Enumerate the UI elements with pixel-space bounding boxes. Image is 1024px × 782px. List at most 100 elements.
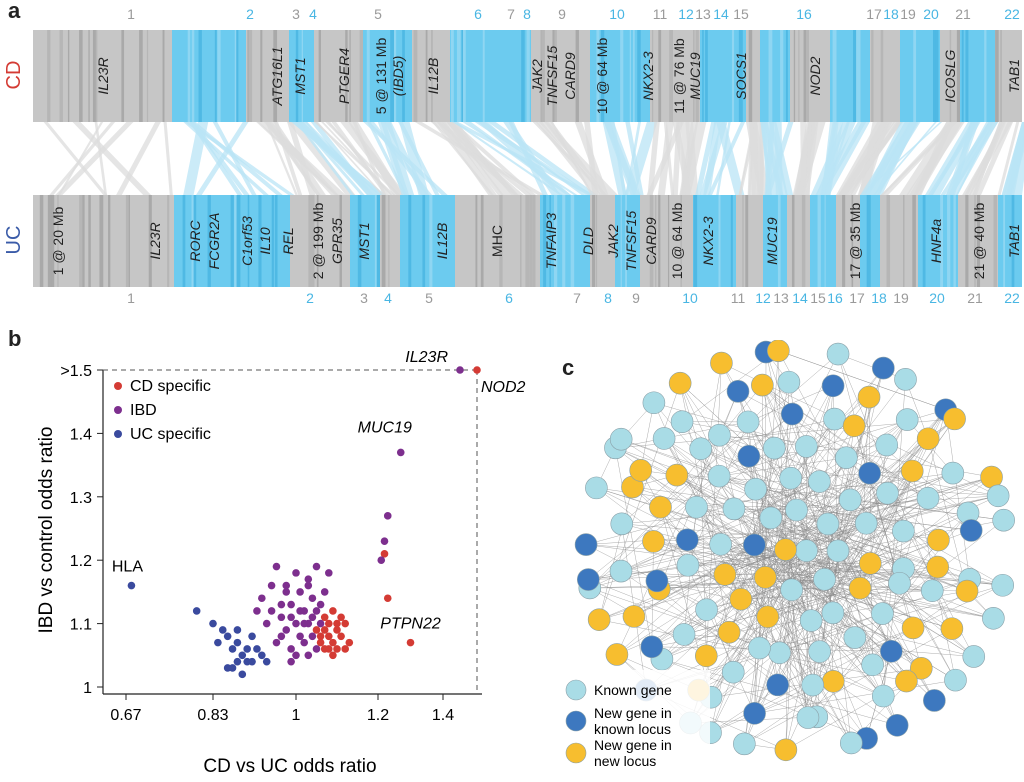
network-edge — [771, 521, 839, 552]
locus-stripe — [553, 30, 557, 122]
scatter-points — [127, 366, 481, 679]
scatter-point — [292, 651, 300, 660]
scatter-point — [304, 581, 313, 590]
scatter-point — [218, 626, 227, 634]
locus-stripe — [408, 195, 411, 287]
locus-link — [352, 122, 387, 195]
locus-link — [399, 122, 429, 195]
network-edge — [767, 539, 939, 618]
chromosome-number: 15 — [810, 290, 826, 306]
gene-node — [901, 616, 925, 640]
gene-node — [652, 427, 676, 450]
network-edge — [754, 470, 913, 714]
locus-stripe — [1003, 195, 1006, 287]
locus-stripe — [731, 30, 735, 122]
network-edge — [720, 516, 805, 545]
gene-label: JAK2 — [529, 59, 545, 94]
gene-node — [821, 669, 845, 693]
network-edge — [912, 585, 1003, 629]
gene-label: 1 @ 20 Mb — [50, 206, 66, 275]
gene-node — [736, 410, 760, 434]
gene-node — [940, 617, 964, 640]
gene-node — [900, 459, 924, 483]
gene-label: 10 @ 64 Mb — [669, 203, 685, 280]
gene-node — [587, 608, 611, 631]
gene-node — [909, 656, 933, 680]
locus-stripe — [976, 195, 981, 287]
gene-node — [713, 563, 737, 586]
scatter-point — [304, 575, 313, 584]
locus-stripe — [693, 30, 695, 122]
locus-stripe — [214, 30, 217, 122]
gene-node — [843, 626, 867, 649]
gene-node — [609, 427, 633, 451]
locus-link — [414, 122, 545, 195]
scatter-point — [383, 512, 392, 520]
locus-stripe — [339, 195, 342, 287]
legend-swatch — [565, 742, 587, 764]
locus-stripe — [57, 195, 59, 287]
scatter-point — [296, 607, 304, 615]
locus-stripe — [780, 30, 784, 122]
gene-label: PTGER4 — [336, 48, 352, 104]
gene-node — [857, 385, 881, 409]
scatter-point — [296, 632, 304, 641]
scatter-point — [377, 556, 386, 564]
gene-node — [767, 340, 790, 363]
locus-stripe — [922, 195, 926, 287]
locus-stripe — [390, 30, 394, 122]
locus-stripe — [777, 195, 781, 287]
gene-node — [743, 702, 766, 725]
locus-stripe — [596, 30, 600, 122]
scatter-point — [272, 638, 281, 647]
locus-stripe — [88, 30, 90, 122]
gene-label: TAB1 — [1006, 224, 1022, 258]
gene-label: TNFAIP3 — [543, 213, 559, 270]
locus-stripe — [167, 195, 170, 287]
network-edge — [596, 487, 904, 532]
network-edge — [776, 508, 861, 589]
gene-node — [799, 609, 823, 632]
gene-node — [726, 380, 750, 403]
uc-row-label: UC — [3, 226, 25, 255]
scatter-point — [253, 645, 261, 653]
locus-link — [292, 122, 384, 195]
locus-stripe — [99, 195, 104, 287]
locus-stripe — [880, 30, 884, 122]
y-tick-label: >1.5 — [60, 363, 92, 380]
scatter-point — [228, 664, 237, 672]
network-edge — [676, 474, 771, 519]
scatter-point — [337, 632, 345, 641]
locus-stripe — [431, 30, 433, 122]
locus-stripe — [236, 195, 241, 287]
locus-stripe — [913, 30, 917, 122]
gene-label: ICOSLG — [942, 49, 958, 102]
chromosome-segment — [998, 195, 1022, 287]
network-edge — [700, 448, 851, 501]
legend-label: New gene in — [594, 737, 672, 753]
gene-node — [756, 605, 780, 629]
locus-stripe — [965, 30, 969, 122]
locus-stripe — [357, 195, 362, 287]
gene-node — [808, 470, 831, 493]
network-edge — [640, 402, 655, 471]
network-edge — [719, 475, 840, 510]
locus-stripe — [260, 30, 263, 122]
network-edge — [683, 585, 765, 635]
locus-stripe — [785, 30, 788, 122]
locus-link — [962, 122, 1013, 195]
chromosome-number: 11 — [731, 290, 746, 306]
gene-label: C1orf53 — [239, 216, 255, 266]
chromosome-number: 10 — [609, 6, 625, 22]
network-edge — [778, 350, 946, 410]
y-tick-label: 1.1 — [70, 617, 92, 634]
locus-link — [163, 122, 173, 195]
scatter-point — [456, 366, 464, 374]
gene-node — [748, 636, 771, 660]
network-edge — [747, 421, 829, 565]
gene-node — [733, 732, 756, 756]
locus-stripe — [480, 195, 484, 287]
gene-label: RORC — [187, 220, 203, 262]
gene-node — [982, 606, 1005, 630]
gene-node — [780, 402, 804, 426]
